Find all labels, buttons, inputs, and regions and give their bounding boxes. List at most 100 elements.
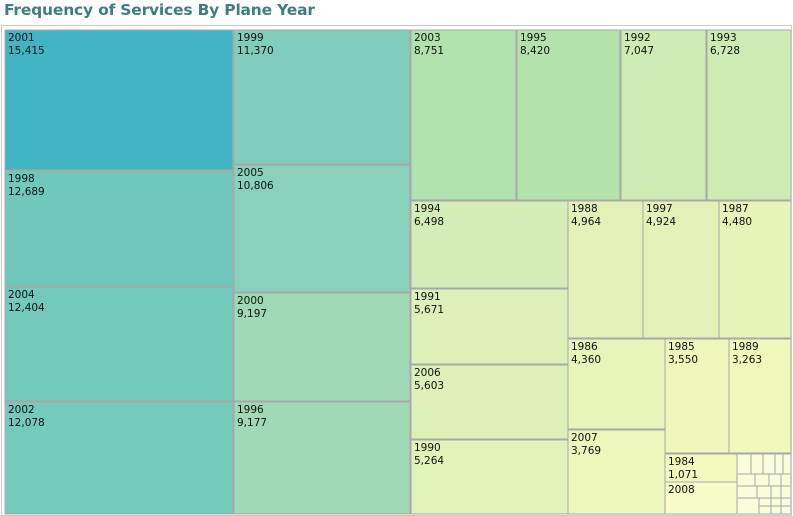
treemap-cell-label: 1985 [668, 341, 695, 353]
treemap-small-cell[interactable] [768, 473, 782, 487]
treemap-cell-value: 4,360 [571, 354, 601, 366]
treemap-cell-value: 5,264 [414, 455, 444, 467]
treemap-small-cell[interactable] [758, 497, 772, 507]
treemap-cell-value: 8,420 [520, 45, 550, 57]
treemap-cell-value: 12,404 [8, 302, 45, 314]
treemap-small-cell[interactable] [774, 453, 784, 475]
treemap-small-cell[interactable] [736, 497, 760, 515]
treemap-cell-rect [4, 286, 234, 402]
treemap-cell-value: 6,498 [414, 216, 444, 228]
treemap-cell-value: 1,071 [668, 469, 698, 481]
treemap-small-cell[interactable] [770, 505, 782, 515]
treemap-cell-value: 3,263 [732, 354, 762, 366]
treemap-cell-value: 12,689 [8, 186, 45, 198]
treemap-cell-value: 5,671 [414, 304, 444, 316]
treemap-cell-rect [728, 338, 791, 454]
treemap-cell-label: 1989 [732, 341, 759, 353]
treemap-cell-value: 9,197 [237, 308, 267, 320]
treemap-small-cell[interactable] [736, 453, 752, 475]
treemap-cell-rect [664, 481, 738, 515]
chart-title: Frequency of Services By Plane Year [4, 1, 315, 19]
treemap-cell-label: 1995 [520, 32, 547, 44]
treemap-small-cell[interactable] [770, 497, 782, 507]
treemap-cell-label: 2004 [8, 289, 35, 301]
treemap-cell-value: 12,078 [8, 417, 45, 429]
treemap-small-cell[interactable] [780, 485, 791, 499]
treemap-cell-rect [233, 164, 411, 293]
treemap-small-cell[interactable] [754, 473, 770, 487]
treemap-small-cell[interactable] [758, 505, 772, 515]
treemap-small-cell[interactable] [736, 485, 758, 499]
treemap-cell-rect [4, 170, 234, 287]
treemap-cell-rect [567, 200, 644, 339]
treemap-cell-label: 1992 [624, 32, 651, 44]
treemap-cell-value: 11,370 [237, 45, 274, 57]
treemap-cell-value: 3,769 [571, 445, 601, 457]
treemap-cell-rect [567, 338, 666, 430]
treemap-chart: 200115,415199911,37020038,75119958,42019… [4, 29, 791, 515]
treemap-small-cell[interactable] [780, 505, 791, 515]
treemap-small-cell[interactable] [780, 497, 791, 507]
treemap-cell-rect [4, 401, 234, 515]
treemap-cell-label: 2003 [414, 32, 441, 44]
treemap-cell-rect [233, 401, 411, 515]
treemap-cell-rect [410, 364, 569, 440]
treemap-cell-value: 8,751 [414, 45, 444, 57]
treemap-cell-label: 1984 [668, 456, 695, 468]
treemap-cell-rect [233, 292, 411, 402]
treemap-cell-value: 4,480 [722, 216, 752, 228]
treemap-cell-value: 9,177 [237, 417, 267, 429]
treemap-cell-rect [620, 29, 707, 201]
treemap-small-cells [736, 453, 791, 515]
treemap-cell-label: 1991 [414, 291, 441, 303]
treemap-cell-label: 1998 [8, 173, 35, 185]
treemap-cell-label: 1987 [722, 203, 749, 215]
treemap-small-cell[interactable] [756, 485, 772, 499]
treemap-cell-rect [642, 200, 720, 339]
treemap-small-cell[interactable] [782, 453, 791, 475]
treemap-small-cell[interactable] [762, 453, 776, 475]
treemap-cell-label: 2007 [571, 432, 598, 444]
treemap-cell-label: 2005 [237, 167, 264, 179]
treemap-small-cell[interactable] [750, 453, 764, 475]
treemap-cell-label: 1996 [237, 404, 264, 416]
treemap-cell-label: 1997 [646, 203, 673, 215]
treemap-cell-value: 3,550 [668, 354, 698, 366]
treemap-cell-label: 1993 [710, 32, 737, 44]
treemap-small-cell[interactable] [736, 473, 756, 487]
treemap-cell-2008[interactable]: 2008 [664, 481, 738, 515]
treemap-cell-label: 1988 [571, 203, 598, 215]
treemap-small-cell[interactable] [780, 473, 791, 487]
treemap-cell-value: 15,415 [8, 45, 45, 57]
treemap-cell-value: 7,047 [624, 45, 654, 57]
treemap-cell-label: 1999 [237, 32, 264, 44]
treemap-small-cell[interactable] [770, 485, 782, 499]
treemap-cell-rect [4, 29, 234, 171]
treemap-cell-label: 2002 [8, 404, 35, 416]
treemap-cell-rect [516, 29, 621, 201]
